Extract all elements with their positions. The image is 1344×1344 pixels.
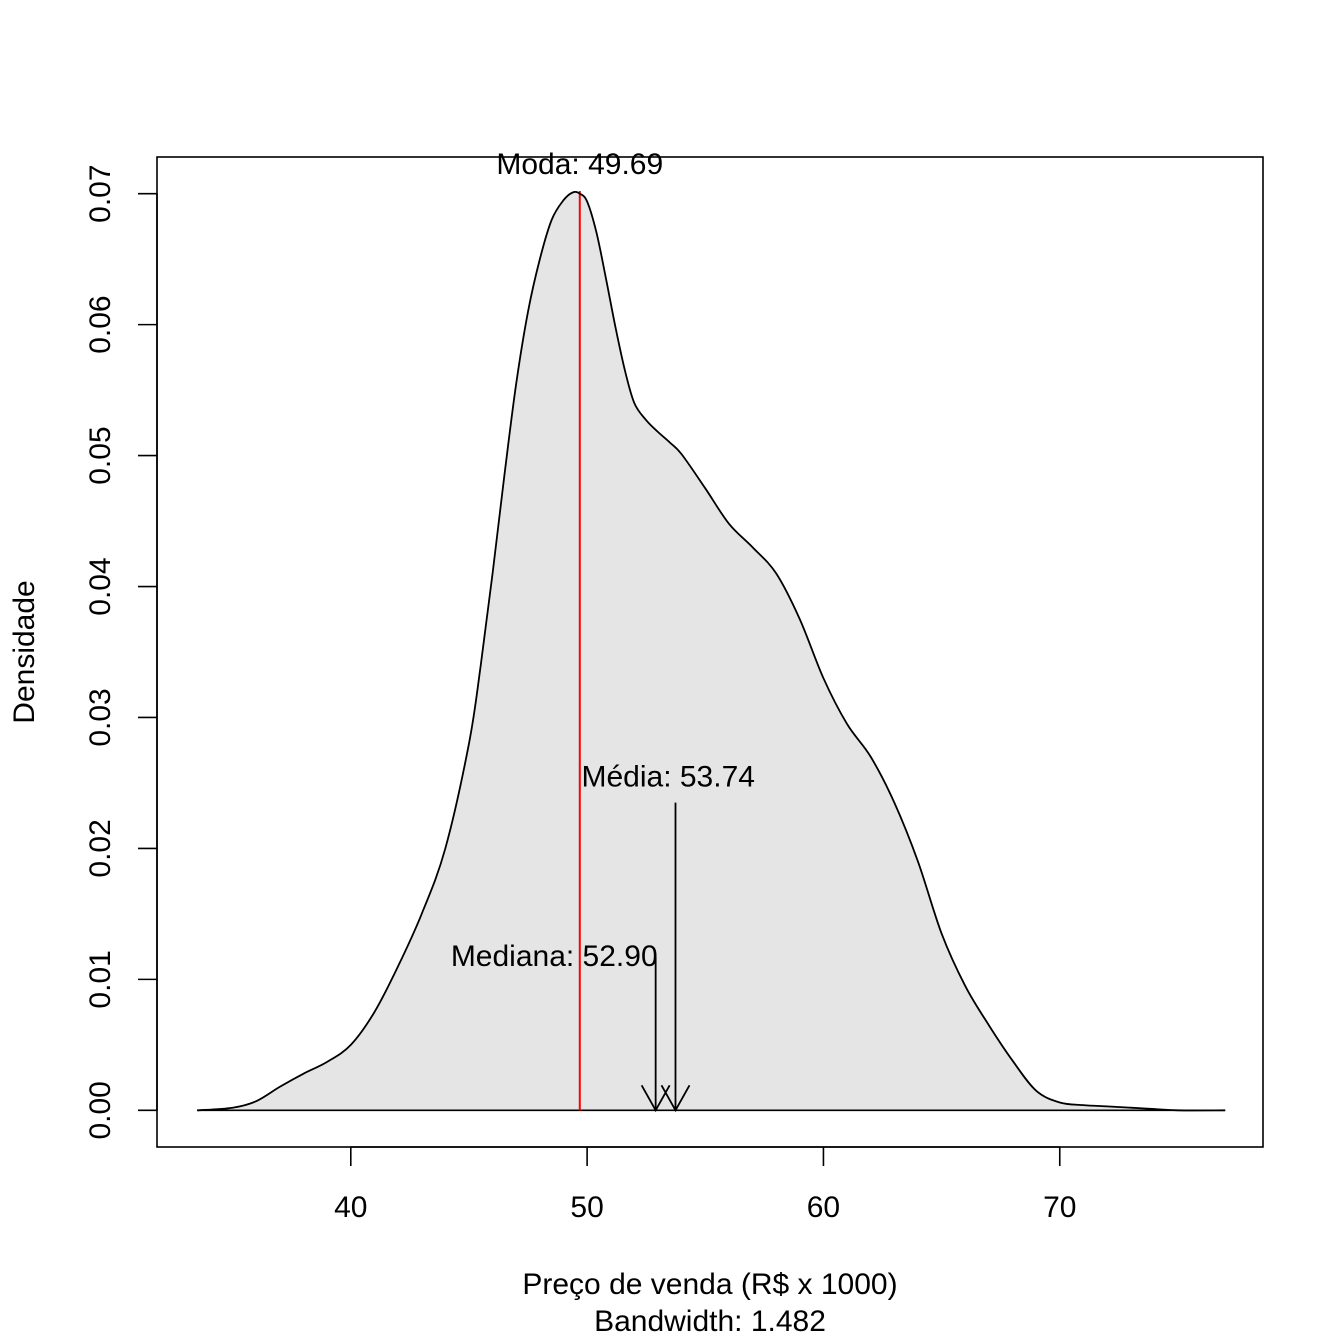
bandwidth-label: Bandwidth: 1.482 — [594, 1305, 826, 1338]
annotation-arrows — [640, 802, 691, 1113]
y-tick-label: 0.04 — [84, 557, 117, 615]
y-axis-label: Densidade — [8, 580, 41, 723]
y-tick-label: 0.00 — [84, 1081, 117, 1139]
media-label: Média: 53.74 — [581, 760, 754, 793]
x-axis-label: Preço de venda (R$ x 1000) — [522, 1268, 897, 1301]
media-arrow-head — [660, 1084, 691, 1113]
mediana-arrow-head — [640, 1084, 671, 1113]
y-tick-label: 0.02 — [84, 819, 117, 877]
x-axis: 40 50 60 70 — [334, 1146, 1076, 1224]
y-tick-label: 0.03 — [84, 688, 117, 746]
density-curve — [197, 190, 1226, 1112]
moda-label: Moda: 49.69 — [496, 148, 663, 181]
mediana-label: Mediana: 52.90 — [451, 940, 658, 973]
y-tick-label: 0.01 — [84, 950, 117, 1008]
plot-region — [197, 190, 1226, 1113]
x-tick-label: 50 — [570, 1191, 603, 1224]
y-tick-label: 0.05 — [84, 426, 117, 484]
x-tick-label: 60 — [807, 1191, 840, 1224]
y-tick-label: 0.06 — [84, 295, 117, 353]
density-area-fill — [197, 191, 1226, 1111]
y-tick-label: 0.07 — [84, 164, 117, 222]
x-tick-label: 40 — [334, 1191, 367, 1224]
x-tick-label: 70 — [1043, 1191, 1076, 1224]
y-axis: 0.00 0.01 0.02 0.03 0.04 0.05 0.06 0.07 — [84, 164, 158, 1140]
